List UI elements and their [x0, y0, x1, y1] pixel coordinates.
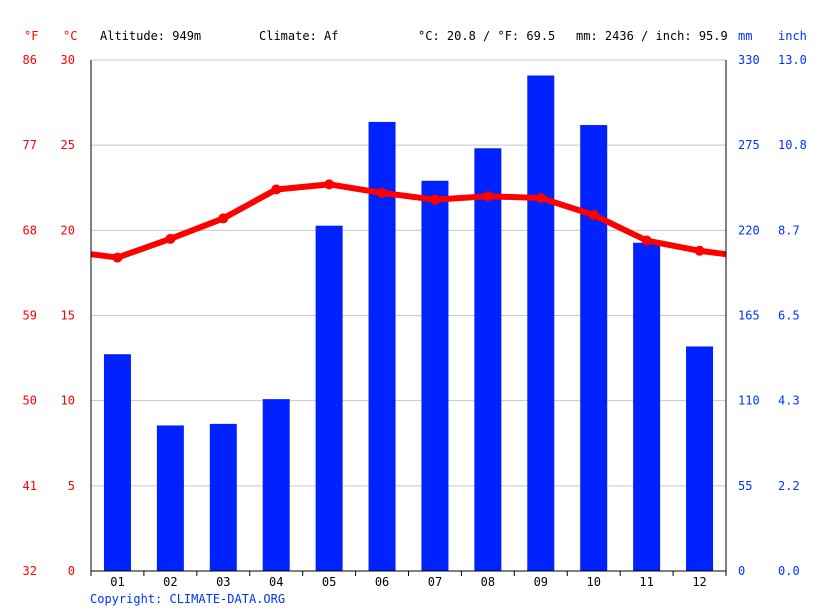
- x-tick-label: 11: [639, 575, 653, 589]
- precipitation-bar: [103, 354, 131, 571]
- y-tick-label-f: 50: [23, 394, 37, 408]
- y-tick-label-mm: 110: [738, 394, 760, 408]
- y-tick-label-mm: 0: [738, 564, 745, 578]
- temperature-line-path: [90, 181, 727, 261]
- grid-lines: [91, 59, 726, 487]
- y-tick-label-f: 59: [23, 309, 37, 323]
- precipitation-bar: [156, 425, 184, 571]
- temperature-line: [90, 179, 727, 263]
- y-tick-label-c: 0: [68, 564, 75, 578]
- y-tick-label-c: 15: [61, 309, 75, 323]
- y-tick-label-inch: 6.5: [778, 309, 800, 323]
- y-tick-label-f: 77: [23, 138, 37, 152]
- x-tick-label: 06: [375, 575, 389, 589]
- unit-mm-label: mm: [738, 29, 752, 43]
- unit-inch-label: inch: [778, 29, 807, 43]
- temperature-point: [165, 233, 176, 244]
- precipitation-summary: mm: 2436 / inch: 95.9: [576, 29, 728, 43]
- temperature-point: [694, 245, 705, 256]
- x-tick-label: 09: [534, 575, 548, 589]
- y-tick-label-inch: 10.8: [778, 138, 807, 152]
- x-tick-label: 10: [586, 575, 600, 589]
- x-tick-label: 04: [269, 575, 283, 589]
- temperature-point: [588, 210, 599, 221]
- y-tick-label-c: 25: [61, 138, 75, 152]
- temperature-point: [324, 179, 335, 190]
- y-tick-label-inch: 0.0: [778, 564, 800, 578]
- precipitation-bar: [633, 242, 661, 572]
- x-tick-label: 02: [163, 575, 177, 589]
- unit-fahrenheit-label: °F: [24, 29, 38, 43]
- climate-label: Climate: Af: [259, 29, 338, 43]
- altitude-label: Altitude: 949m: [100, 29, 201, 43]
- temperature-summary: °C: 20.8 / °F: 69.5: [418, 29, 555, 43]
- y-tick-label-c: 5: [68, 479, 75, 493]
- axis-labels: 32 0 0 0.041 5 55 2.250 10 110 4.359 15 165 6.568 20 2…: [23, 53, 807, 589]
- precipitation-bar: [209, 423, 237, 571]
- y-tick-label-mm: 275: [738, 138, 760, 152]
- precipitation-bars: [103, 75, 714, 572]
- copyright-text[interactable]: Copyright: CLIMATE-DATA.ORG: [90, 592, 286, 606]
- temperature-point: [641, 235, 652, 246]
- x-tick-label: 08: [481, 575, 495, 589]
- y-tick-label-c: 30: [61, 53, 75, 67]
- temperature-point: [377, 187, 388, 198]
- temperature-point: [535, 192, 546, 203]
- x-tick-label: 03: [216, 575, 230, 589]
- precipitation-bar: [421, 180, 449, 572]
- y-tick-label-mm: 330: [738, 53, 760, 67]
- precipitation-bar: [315, 225, 343, 572]
- temperature-point: [218, 213, 229, 224]
- y-tick-label-f: 68: [23, 223, 37, 237]
- temperature-point: [112, 252, 123, 263]
- y-tick-label-inch: 4.3: [778, 394, 800, 408]
- precipitation-bar: [527, 75, 555, 571]
- temperature-point: [482, 191, 493, 202]
- y-tick-label-f: 32: [23, 564, 37, 578]
- precipitation-bar: [686, 346, 714, 571]
- y-tick-label-c: 10: [61, 394, 75, 408]
- y-tick-label-mm: 55: [738, 479, 752, 493]
- y-tick-label-c: 20: [61, 223, 75, 237]
- x-tick-label: 07: [428, 575, 442, 589]
- axes: [90, 60, 727, 576]
- y-tick-label-mm: 165: [738, 309, 760, 323]
- temperature-point: [271, 184, 282, 195]
- unit-celsius-label: °C: [63, 29, 77, 43]
- temperature-point: [429, 194, 440, 205]
- y-tick-label-inch: 8.7: [778, 223, 800, 237]
- y-tick-label-f: 41: [23, 479, 37, 493]
- y-tick-label-inch: 2.2: [778, 479, 800, 493]
- precipitation-bar: [580, 125, 608, 571]
- precipitation-bar: [474, 148, 502, 571]
- x-tick-label: 12: [692, 575, 706, 589]
- x-tick-label: 05: [322, 575, 336, 589]
- y-tick-label-mm: 220: [738, 223, 760, 237]
- y-tick-label-f: 86: [23, 53, 37, 67]
- y-tick-label-inch: 13.0: [778, 53, 807, 67]
- x-tick-label: 01: [110, 575, 124, 589]
- precipitation-bar: [262, 399, 290, 571]
